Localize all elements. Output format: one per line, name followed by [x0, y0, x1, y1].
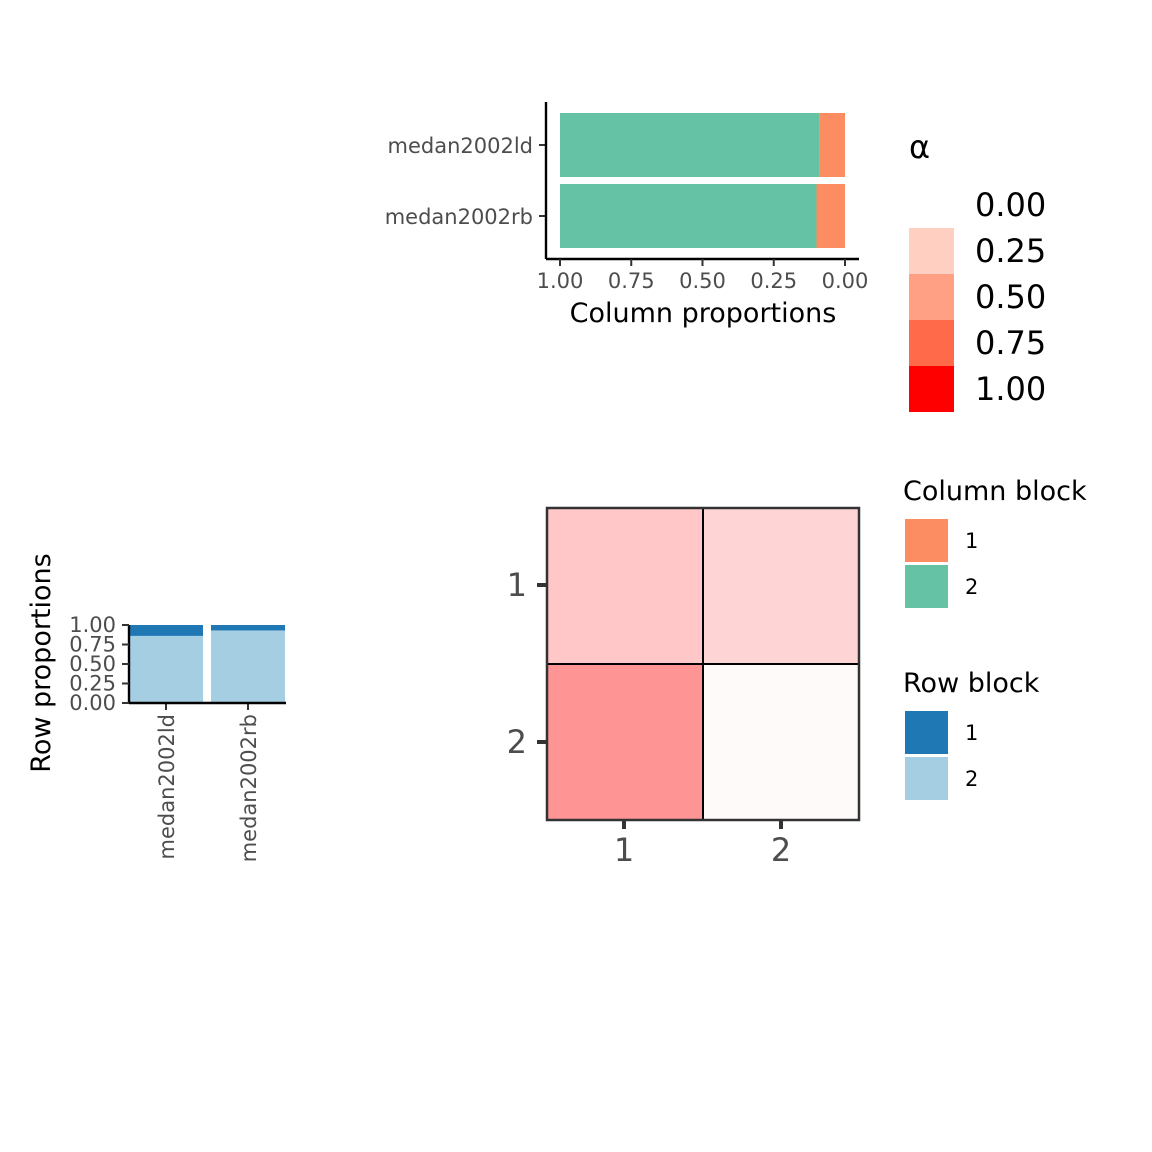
heatmap-border: [545, 506, 861, 822]
row-block-legend-label: 2: [965, 767, 978, 791]
row-block-legend-swatch: [905, 711, 948, 754]
alpha-legend-label: 0.50: [975, 278, 1046, 316]
alpha-legend-label: 0.25: [975, 232, 1046, 270]
alpha-legend-swatch: [909, 274, 954, 320]
heatmap-ytick-label: 2: [507, 723, 527, 761]
row-proportions-axis-title: Row proportions: [26, 553, 57, 772]
column-proportions-panel: medan2002ld medan2002rb 1.00 0.75 0.50 0.25 0.…: [385, 102, 869, 293]
row-block-legend: Row block 1 2: [903, 668, 1040, 800]
row-bar-medan2002ld-block-1: [129, 625, 203, 636]
column-bar-medan2002rb-block-2: [560, 184, 817, 248]
row-xtick-label: medan2002ld: [155, 714, 179, 860]
row-bar-medan2002rb-block-1: [211, 625, 285, 631]
alpha-legend-label: 1.00: [975, 370, 1046, 408]
column-block-legend-label: 1: [965, 529, 978, 553]
column-bar-medan2002ld-block-2: [560, 113, 820, 177]
column-ytick-label: medan2002ld: [388, 134, 534, 158]
row-bar-medan2002rb-block-2: [211, 630, 285, 703]
alpha-heatmap-panel: 1 2 1 2: [507, 506, 861, 869]
alpha-legend: α 0.00 0.25 0.50 0.75 1.00: [909, 128, 1046, 412]
column-xtick-label: 0.75: [608, 269, 655, 293]
column-ytick-label: medan2002rb: [385, 205, 533, 229]
row-block-legend-label: 1: [965, 721, 978, 745]
column-bar-medan2002rb-block-1: [816, 184, 845, 248]
row-ytick-label: 0.50: [69, 652, 116, 676]
alpha-legend-label: 0.75: [975, 324, 1046, 362]
column-proportions-axis-title: Column proportions: [570, 298, 837, 329]
heatmap-cell-r2-c1: [546, 663, 704, 821]
alpha-legend-title: α: [909, 128, 930, 166]
heatmap-cell-r1-c2: [702, 507, 860, 665]
column-xtick-label: 0.25: [750, 269, 797, 293]
row-block-legend-swatch: [905, 757, 948, 800]
alpha-legend-label: 0.00: [975, 186, 1046, 224]
row-ytick-label: 0.25: [69, 672, 116, 696]
alpha-legend-swatch: [909, 228, 954, 274]
heatmap-xtick-label: 2: [771, 831, 791, 869]
alpha-legend-swatch: [909, 182, 954, 228]
row-block-legend-title: Row block: [903, 668, 1040, 699]
row-xtick-label: medan2002rb: [237, 714, 261, 862]
row-ytick-label: 1.00: [69, 613, 116, 637]
row-ytick-label: 0.75: [69, 633, 116, 657]
column-block-legend-swatch: [905, 565, 948, 608]
row-proportions-panel: medan2002ld medan2002rb 0.000.250.500.751.…: [69, 613, 286, 862]
column-block-legend-swatch: [905, 519, 948, 562]
column-bar-medan2002ld-block-1: [819, 113, 845, 177]
heatmap-cell-r2-c2: [702, 663, 860, 821]
column-xtick-label: 1.00: [537, 269, 584, 293]
row-bar-medan2002ld-block-2: [129, 635, 203, 703]
column-block-legend-title: Column block: [903, 476, 1087, 507]
row-ytick-label: 0.00: [69, 691, 116, 715]
column-xtick-label: 0.50: [679, 269, 726, 293]
alpha-legend-swatch: [909, 366, 954, 412]
column-xtick-label: 0.00: [822, 269, 869, 293]
heatmap-xtick-label: 1: [614, 831, 634, 869]
column-block-legend-label: 2: [965, 575, 978, 599]
heatmap-ytick-label: 1: [507, 566, 527, 604]
heatmap-cell-r1-c1: [546, 507, 704, 665]
alpha-legend-swatch: [909, 320, 954, 366]
column-block-legend: Column block 1 2: [903, 476, 1087, 608]
